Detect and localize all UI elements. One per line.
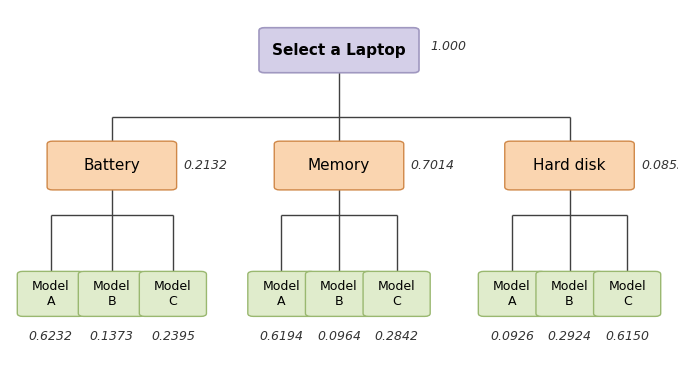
Text: 0.2842: 0.2842 (375, 330, 418, 343)
Text: Select a Laptop: Select a Laptop (272, 43, 406, 58)
FancyBboxPatch shape (536, 272, 603, 316)
Text: 0.6150: 0.6150 (605, 330, 649, 343)
FancyBboxPatch shape (139, 272, 206, 316)
Text: 0.1373: 0.1373 (90, 330, 134, 343)
Text: Model
B: Model B (551, 280, 589, 308)
Text: 0.2395: 0.2395 (151, 330, 195, 343)
Text: 0.7014: 0.7014 (411, 159, 454, 172)
Text: Model
B: Model B (93, 280, 131, 308)
FancyBboxPatch shape (78, 272, 146, 316)
Text: 0.0964: 0.0964 (317, 330, 361, 343)
Text: 0.2132: 0.2132 (183, 159, 227, 172)
Text: 0.6194: 0.6194 (260, 330, 303, 343)
FancyBboxPatch shape (363, 272, 430, 316)
Text: Battery: Battery (83, 158, 140, 173)
FancyBboxPatch shape (305, 272, 373, 316)
Text: Hard disk: Hard disk (534, 158, 605, 173)
Text: Model
A: Model A (32, 280, 70, 308)
Text: Model
C: Model C (378, 280, 416, 308)
Text: Model
B: Model B (320, 280, 358, 308)
Text: Model
A: Model A (262, 280, 300, 308)
Text: Model
C: Model C (154, 280, 192, 308)
FancyBboxPatch shape (17, 272, 84, 316)
Text: 0.2924: 0.2924 (548, 330, 591, 343)
Text: Model
A: Model A (493, 280, 531, 308)
Text: 0.6232: 0.6232 (29, 330, 73, 343)
Text: 0.0853: 0.0853 (641, 159, 678, 172)
Text: Model
C: Model C (608, 280, 646, 308)
FancyBboxPatch shape (47, 141, 176, 190)
Text: Memory: Memory (308, 158, 370, 173)
FancyBboxPatch shape (259, 28, 419, 73)
FancyBboxPatch shape (479, 272, 545, 316)
FancyBboxPatch shape (594, 272, 660, 316)
FancyBboxPatch shape (274, 141, 403, 190)
Text: 0.0926: 0.0926 (490, 330, 534, 343)
FancyBboxPatch shape (248, 272, 315, 316)
FancyBboxPatch shape (504, 141, 635, 190)
Text: 1.000: 1.000 (431, 40, 466, 53)
